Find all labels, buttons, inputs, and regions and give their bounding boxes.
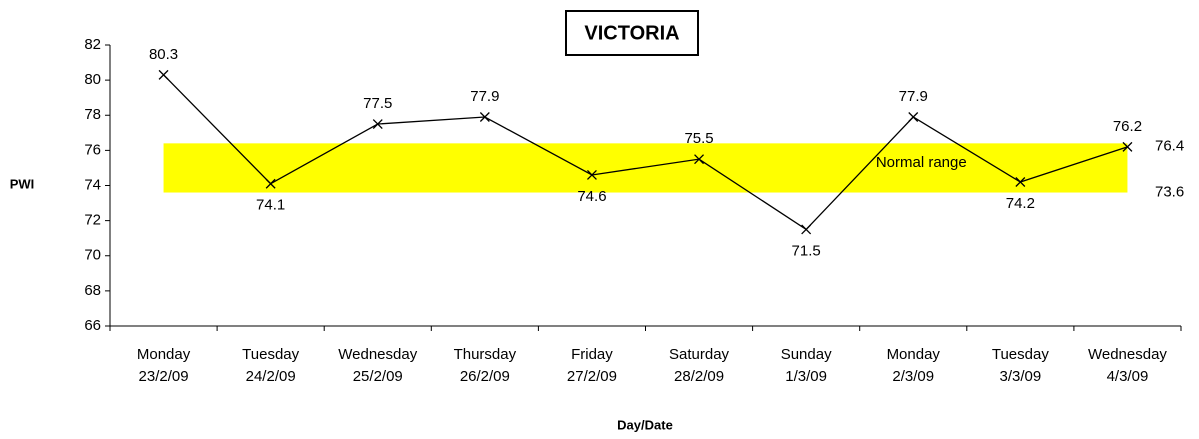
data-marker [265, 178, 276, 189]
data-marker [479, 112, 490, 122]
x-axis-label: Day/Date [617, 417, 673, 432]
data-marker [372, 119, 383, 129]
y-tick-label: 78 [84, 106, 101, 123]
x-tick-label: Monday [887, 346, 941, 363]
x-tick-label: Tuesday [992, 346, 1049, 363]
data-label: 80.3 [149, 46, 178, 63]
data-marker [1122, 141, 1133, 152]
x-tick-label: 4/3/09 [1107, 368, 1149, 385]
chart-title: VICTORIA [584, 22, 679, 44]
y-tick-label: 80 [84, 71, 101, 88]
data-marker [586, 170, 597, 180]
x-tick-label: Sunday [781, 346, 832, 363]
data-label: 77.9 [899, 88, 928, 105]
y-tick-label: 66 [84, 317, 101, 334]
data-label: 74.2 [1006, 195, 1035, 212]
x-tick-label: Wednesday [338, 346, 417, 363]
y-tick-label: 76 [84, 141, 101, 158]
x-tick-label: Friday [571, 346, 613, 363]
x-tick-label: Tuesday [242, 346, 299, 363]
data-marker [1015, 177, 1026, 187]
x-tick-label: 28/2/09 [674, 368, 724, 385]
data-label: 77.9 [470, 88, 499, 105]
title-box [565, 10, 699, 56]
data-label: 74.1 [256, 197, 285, 214]
data-label: 77.5 [363, 95, 392, 112]
x-tick-label: 26/2/09 [460, 368, 510, 385]
band-low-label: 73.6 [1155, 183, 1184, 200]
x-tick-label: Saturday [669, 346, 730, 363]
data-label: 76.2 [1113, 118, 1142, 135]
y-tick-label: 68 [84, 282, 101, 299]
band-label: Normal range [876, 154, 967, 171]
data-marker [908, 112, 919, 122]
data-label: 75.5 [684, 130, 713, 147]
data-marker [158, 69, 169, 80]
x-tick-label: 27/2/09 [567, 368, 617, 385]
y-tick-label: 82 [84, 36, 101, 53]
x-tick-label: Wednesday [1088, 346, 1167, 363]
data-marker [801, 224, 812, 235]
y-tick-label: 70 [84, 247, 101, 264]
data-line [163, 74, 1128, 231]
data-label: 71.5 [792, 242, 821, 259]
data-marker [694, 154, 705, 165]
data-label: 74.6 [577, 188, 606, 205]
x-tick-label: 2/3/09 [892, 368, 934, 385]
y-tick-label: 72 [84, 212, 101, 229]
x-tick-label: 1/3/09 [785, 368, 827, 385]
y-tick-label: 74 [84, 176, 101, 193]
x-tick-label: 25/2/09 [353, 368, 403, 385]
x-tick-label: Monday [137, 346, 191, 363]
x-tick-label: Thursday [454, 346, 517, 363]
x-tick-label: 24/2/09 [246, 368, 296, 385]
band-high-label: 76.4 [1155, 137, 1184, 154]
y-axis-label: PWI [10, 176, 35, 191]
x-tick-label: 3/3/09 [999, 368, 1041, 385]
normal-range-band [163, 143, 1128, 193]
x-tick-label: 23/2/09 [139, 368, 189, 385]
